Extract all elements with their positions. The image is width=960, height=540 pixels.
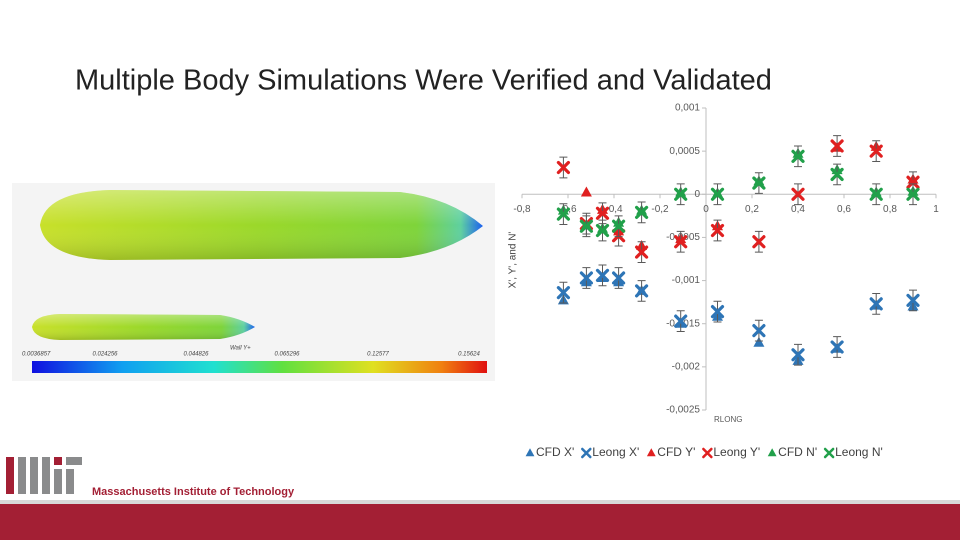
point bbox=[556, 286, 570, 300]
hull-large-shade bbox=[40, 190, 483, 260]
simulation-image: Wall Y+ 0.0036857 0.024256 0.044826 0.06529… bbox=[12, 183, 495, 381]
y-tick-label: -0,0025 bbox=[666, 405, 700, 416]
point bbox=[869, 297, 883, 311]
image-label: Wall Y+ bbox=[230, 346, 251, 352]
point bbox=[612, 271, 626, 285]
x-tick-label: -0,4 bbox=[605, 204, 623, 215]
point bbox=[674, 187, 688, 201]
legend-label: CFD X' bbox=[536, 445, 574, 459]
point bbox=[906, 293, 920, 308]
point bbox=[595, 206, 610, 220]
y-tick-label: 0,0005 bbox=[669, 146, 700, 157]
mit-logo bbox=[6, 457, 82, 494]
point bbox=[710, 305, 725, 319]
legend-marker bbox=[581, 447, 592, 459]
colorbar-label: 0.044826 bbox=[183, 352, 209, 358]
chart: -0,8 -0,6 -0,4 -0,2 0 0,2 0,4 0,6 0,8 10,0010,000… bbox=[508, 103, 940, 460]
point bbox=[752, 235, 766, 249]
hull-small-shade bbox=[32, 314, 255, 340]
legend-label: CFD N' bbox=[778, 445, 817, 459]
point bbox=[635, 205, 649, 220]
y-axis-title: X', Y', and N' bbox=[508, 232, 519, 289]
legend-label: CFD Y' bbox=[657, 445, 695, 459]
point bbox=[830, 340, 844, 354]
point bbox=[752, 176, 766, 190]
point bbox=[710, 223, 725, 238]
colorbar bbox=[32, 361, 487, 373]
legend-marker bbox=[525, 448, 535, 457]
x-tick-label: 0,8 bbox=[883, 204, 897, 215]
point bbox=[595, 268, 610, 282]
point bbox=[830, 167, 844, 182]
y-tick-label: 0 bbox=[694, 189, 700, 200]
point bbox=[791, 149, 805, 163]
point bbox=[595, 223, 610, 238]
y-tick-label: -0,001 bbox=[672, 275, 701, 286]
point bbox=[869, 187, 883, 201]
colorbar-label: 0.12577 bbox=[367, 352, 389, 358]
y-tick-label: 0,001 bbox=[675, 103, 700, 114]
slide-title: Multiple Body Simulations Were Verified … bbox=[75, 65, 772, 97]
y-tick-label: -0,002 bbox=[672, 361, 701, 372]
x-tick-label: 0,4 bbox=[791, 204, 805, 215]
point bbox=[635, 284, 649, 298]
point bbox=[830, 139, 844, 153]
footer-rule bbox=[0, 500, 960, 504]
legend-label: Leong Y' bbox=[713, 445, 760, 459]
point bbox=[791, 348, 805, 362]
point bbox=[579, 271, 593, 285]
point bbox=[752, 324, 766, 338]
legend-marker bbox=[823, 447, 835, 459]
x-tick-label: 0,6 bbox=[837, 204, 851, 215]
point bbox=[869, 144, 883, 158]
point bbox=[753, 336, 765, 347]
x-tick-label: 1 bbox=[933, 204, 939, 215]
institution: Massachusetts Institute of Technology bbox=[92, 486, 295, 498]
point bbox=[556, 207, 570, 221]
legend-label: Leong N' bbox=[835, 445, 883, 459]
point bbox=[791, 187, 805, 201]
colorbar-label: 0.024256 bbox=[92, 352, 118, 358]
point bbox=[556, 160, 570, 175]
point bbox=[635, 245, 649, 259]
point bbox=[674, 235, 688, 249]
x-tick-label: 0 bbox=[703, 204, 709, 215]
point bbox=[674, 314, 688, 328]
legend-marker bbox=[702, 447, 713, 459]
colorbar-label: 0.15624 bbox=[458, 352, 480, 358]
point bbox=[580, 186, 592, 197]
point bbox=[710, 187, 725, 201]
point bbox=[906, 187, 920, 201]
legend-label: Leong X' bbox=[592, 445, 639, 459]
colorbar-label: 0.0036857 bbox=[22, 352, 51, 358]
legend-marker bbox=[646, 448, 656, 457]
x-tick-label: 0,2 bbox=[745, 204, 759, 215]
x-axis-title: RLONG bbox=[714, 415, 742, 424]
footer-band bbox=[0, 504, 960, 540]
point bbox=[612, 219, 626, 233]
x-tick-label: -0,2 bbox=[651, 204, 669, 215]
footer: Massachusetts Institute of Technology bbox=[0, 457, 960, 540]
point bbox=[906, 175, 920, 189]
x-tick-label: -0,8 bbox=[513, 204, 531, 215]
point bbox=[579, 219, 593, 233]
colorbar-label: 0.065296 bbox=[274, 352, 300, 358]
legend-marker bbox=[767, 448, 777, 457]
